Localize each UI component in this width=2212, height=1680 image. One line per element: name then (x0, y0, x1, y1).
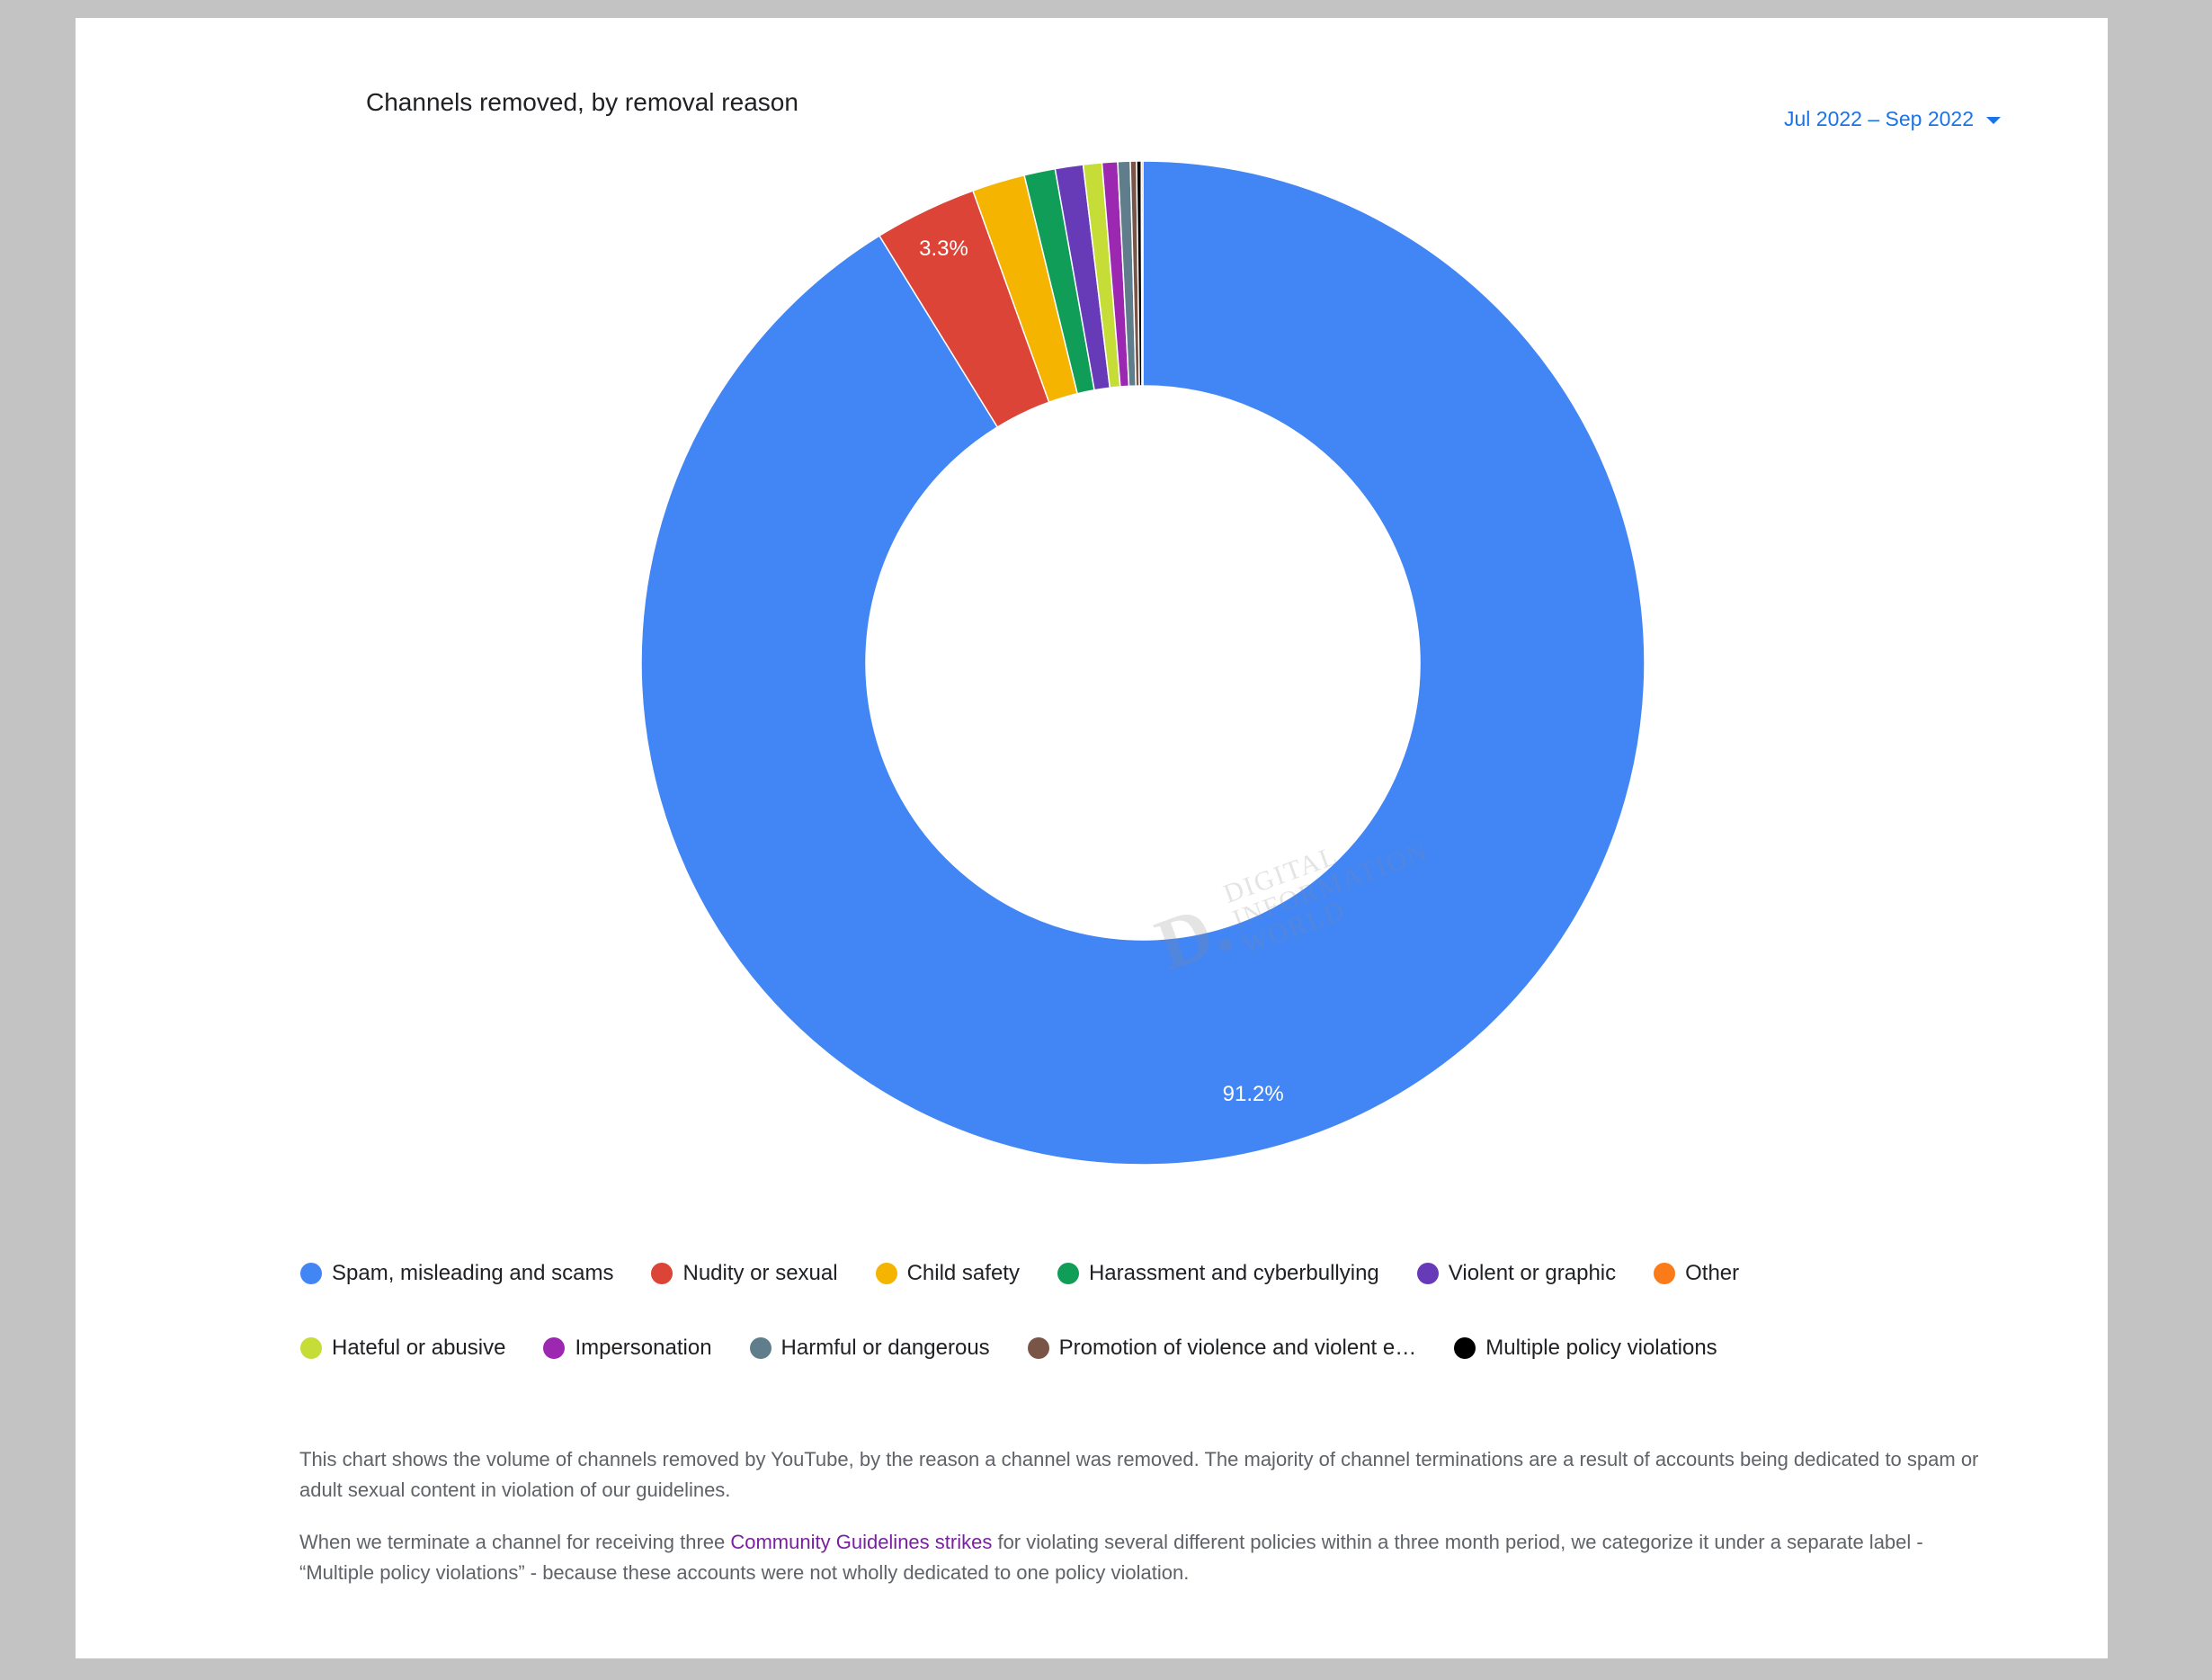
legend-label: Spam, misleading and scams (332, 1261, 614, 1285)
legend-dot-icon (1454, 1337, 1476, 1359)
date-range-dropdown[interactable]: Jul 2022 – Sep 2022 (1784, 107, 2002, 131)
report-card: Channels removed, by removal reason Jul … (76, 18, 2108, 1658)
legend-item-child-safety[interactable]: Child safety (875, 1261, 1020, 1286)
legend-label: Harassment and cyberbullying (1088, 1261, 1379, 1285)
legend-label: Other (1685, 1261, 1740, 1285)
description-text-before: When we terminate a channel for receivin… (299, 1531, 731, 1553)
legend-dot-icon (300, 1337, 322, 1359)
legend-item-spam-misleading-and-scams[interactable]: Spam, misleading and scams (300, 1261, 613, 1286)
donut-chart: 91.2% 3.3% (640, 160, 1646, 1166)
legend-dot-icon (543, 1337, 566, 1359)
legend-dot-icon (875, 1263, 897, 1284)
legend-label: Promotion of violence and violent e… (1058, 1336, 1417, 1360)
legend-label: Child safety (906, 1261, 1020, 1285)
community-guidelines-link[interactable]: Community Guidelines strikes (730, 1531, 993, 1553)
date-range-label: Jul 2022 – Sep 2022 (1784, 107, 1975, 130)
legend-dot-icon (1027, 1337, 1049, 1359)
legend-item-promotion-of-violence-and-violent-e[interactable]: Promotion of violence and violent e… (1027, 1336, 1417, 1361)
legend-label: Impersonation (575, 1336, 712, 1360)
legend-item-impersonation[interactable]: Impersonation (543, 1336, 712, 1361)
slice-other[interactable] (1140, 160, 1144, 387)
legend-label: Multiple policy violations (1485, 1336, 1717, 1360)
legend-dot-icon (1654, 1263, 1676, 1284)
legend-dot-icon (300, 1263, 322, 1284)
slice-label-nudity-or-sexual: 3.3% (919, 237, 968, 261)
slice-spam-misleading-and-scams[interactable] (640, 160, 1646, 1166)
legend-item-harassment-and-cyberbullying[interactable]: Harassment and cyberbullying (1057, 1261, 1379, 1286)
legend-label: Hateful or abusive (332, 1336, 506, 1360)
legend-row-2: Hateful or abusive Impersonation Harmful o… (300, 1336, 1755, 1361)
legend-row-1: Spam, misleading and scams Nudity or sexu… (300, 1261, 1777, 1286)
caret-down-icon (1986, 116, 2002, 124)
legend-dot-icon (651, 1263, 673, 1284)
legend-label: Nudity or sexual (682, 1261, 838, 1285)
slice-label-spam-misleading-and-scams: 91.2% (1223, 1082, 1284, 1106)
description-paragraph-1: This chart shows the volume of channels … (299, 1448, 1979, 1501)
legend-item-hateful-or-abusive[interactable]: Hateful or abusive (300, 1336, 505, 1361)
legend-dot-icon (1057, 1263, 1079, 1284)
legend-dot-icon (1416, 1263, 1439, 1284)
legend-item-multiple-policy-violations[interactable]: Multiple policy violations (1454, 1336, 1717, 1361)
legend-item-other[interactable]: Other (1654, 1261, 1739, 1286)
legend-item-harmful-or-dangerous[interactable]: Harmful or dangerous (749, 1336, 990, 1361)
description-text-after: for violating several different policies… (299, 1531, 1923, 1584)
legend-item-violent-or-graphic[interactable]: Violent or graphic (1416, 1261, 1617, 1286)
legend-dot-icon (749, 1337, 772, 1359)
legend-label: Violent or graphic (1448, 1261, 1617, 1285)
legend-label: Harmful or dangerous (780, 1336, 990, 1360)
chart-title: Channels removed, by removal reason (366, 88, 798, 116)
description-paragraph-2: When we terminate a channel for receivin… (299, 1527, 1981, 1588)
legend-item-nudity-or-sexual[interactable]: Nudity or sexual (651, 1261, 838, 1286)
